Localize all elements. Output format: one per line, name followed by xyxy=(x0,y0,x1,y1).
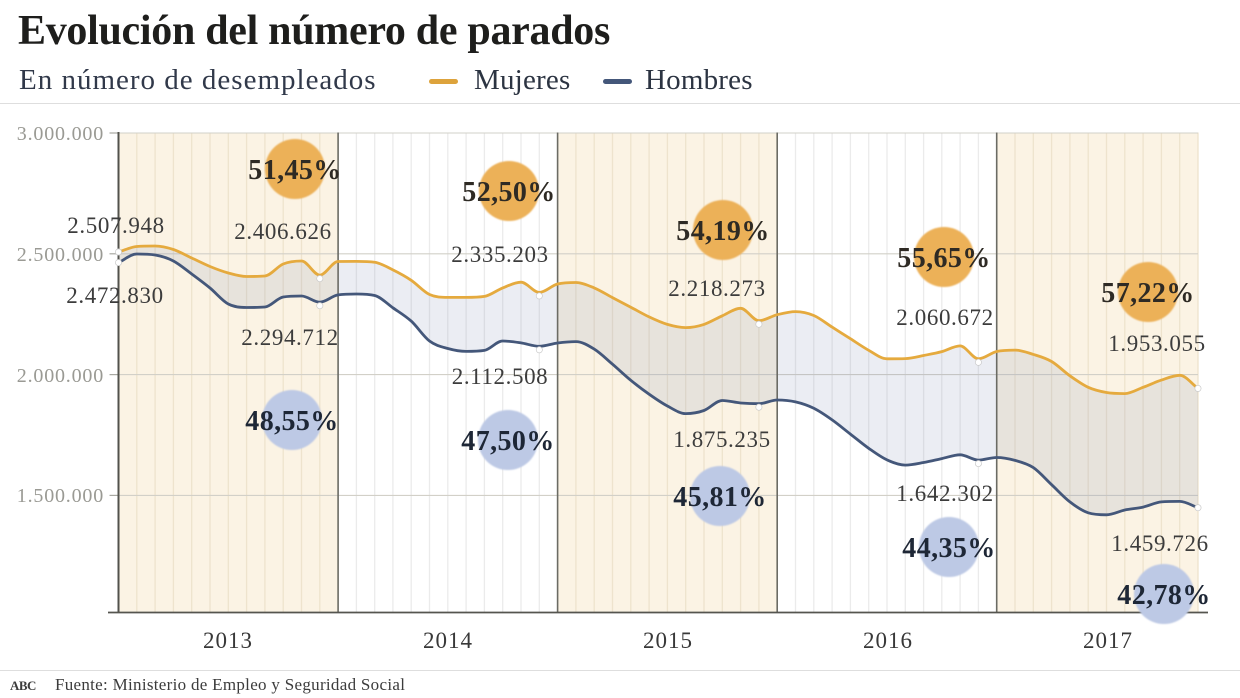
svg-text:54,19%: 54,19% xyxy=(676,216,769,247)
svg-text:2.060.672: 2.060.672 xyxy=(896,305,993,330)
svg-text:2016: 2016 xyxy=(863,628,913,653)
svg-text:52,50%: 52,50% xyxy=(462,177,555,208)
svg-text:3.000.000: 3.000.000 xyxy=(17,123,104,145)
svg-text:2.472.830: 2.472.830 xyxy=(66,283,163,308)
svg-text:47,50%: 47,50% xyxy=(461,426,554,457)
svg-text:44,35%: 44,35% xyxy=(902,533,995,564)
svg-text:2014: 2014 xyxy=(423,628,473,653)
svg-text:1.459.726: 1.459.726 xyxy=(1111,531,1208,556)
svg-text:2.112.508: 2.112.508 xyxy=(452,364,549,389)
svg-text:51,45%: 51,45% xyxy=(248,155,341,186)
svg-text:2.406.626: 2.406.626 xyxy=(234,219,331,244)
svg-text:2015: 2015 xyxy=(643,628,693,653)
svg-text:2.507.948: 2.507.948 xyxy=(67,213,164,238)
svg-text:42,78%: 42,78% xyxy=(1117,580,1210,611)
svg-text:48,55%: 48,55% xyxy=(245,406,338,437)
svg-text:2.218.273: 2.218.273 xyxy=(668,276,765,301)
svg-text:2.000.000: 2.000.000 xyxy=(17,365,104,387)
svg-text:1.642.302: 1.642.302 xyxy=(896,481,993,506)
svg-text:55,65%: 55,65% xyxy=(897,243,990,274)
svg-text:2.294.712: 2.294.712 xyxy=(241,325,338,350)
svg-text:1.875.235: 1.875.235 xyxy=(673,427,770,452)
svg-text:2.500.000: 2.500.000 xyxy=(17,244,104,266)
svg-text:1.953.055: 1.953.055 xyxy=(1108,331,1205,356)
svg-text:45,81%: 45,81% xyxy=(673,482,766,513)
svg-text:2017: 2017 xyxy=(1083,628,1133,653)
svg-text:2.335.203: 2.335.203 xyxy=(451,242,548,267)
svg-text:57,22%: 57,22% xyxy=(1101,278,1194,309)
svg-text:2013: 2013 xyxy=(203,628,253,653)
svg-text:1.500.000: 1.500.000 xyxy=(17,485,104,507)
